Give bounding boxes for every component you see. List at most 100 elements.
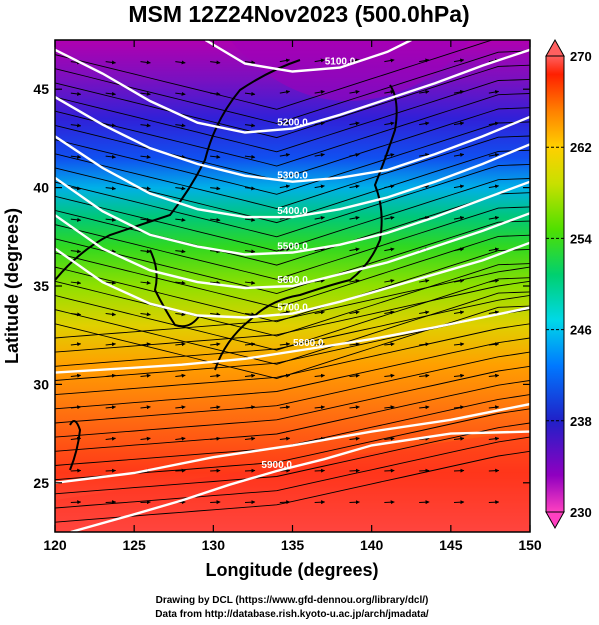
wind-arrow: [488, 278, 500, 283]
wind-arrow: [175, 405, 186, 410]
wind-arrow: [453, 121, 465, 126]
wind-arrow: [488, 121, 500, 126]
wind-arrow: [210, 91, 221, 96]
wind-arrow: [419, 215, 430, 220]
wind-arrow: [210, 249, 221, 254]
wind-arrow: [70, 342, 82, 347]
wind-arrow: [210, 186, 221, 191]
wind-arrow: [244, 91, 256, 96]
wind-arrow: [210, 373, 221, 378]
wind-arrow: [244, 436, 256, 441]
wind-arrow: [244, 154, 256, 159]
wind-arrow: [140, 312, 151, 317]
streamline: [55, 291, 530, 365]
coastline-asia: [55, 59, 301, 281]
wind-arrow: [279, 152, 291, 157]
streamline: [55, 206, 530, 280]
colorbar-tick-label: 254: [570, 231, 592, 246]
chart-title: MSM 12Z24Nov2023 (500.0hPa): [128, 1, 469, 27]
wind-arrow: [175, 342, 186, 347]
contour-label: 5900.0: [261, 460, 292, 471]
streamline: [55, 220, 530, 294]
coastline-taiwan: [69, 420, 82, 471]
streamline: [55, 277, 530, 351]
colorbar-tick-label: 238: [570, 414, 592, 429]
streamline: [55, 163, 530, 238]
wind-arrow: [419, 90, 430, 94]
wind-arrow: [419, 373, 430, 378]
wind-arrow: [210, 217, 221, 222]
wind-arrow: [488, 90, 500, 94]
contour-line: [70, 430, 530, 532]
wind-arrow: [419, 152, 430, 157]
wind-arrow: [384, 405, 395, 410]
x-axis-label: Longitude (degrees): [205, 560, 378, 580]
wind-arrow: [314, 373, 325, 378]
wind-arrow: [453, 90, 465, 94]
wind-arrow: [453, 152, 465, 157]
wind-arrow: [175, 249, 186, 254]
colorbar-tick-label: 230: [570, 505, 592, 520]
wind-arrow: [453, 215, 465, 220]
contour-label: 5200.0: [277, 118, 308, 129]
wind-arrow: [349, 342, 360, 347]
contour-label: 5100.0: [325, 57, 356, 68]
wind-arrow: [314, 215, 325, 220]
wind-arrow: [70, 217, 82, 222]
x-tick-label: 135: [281, 537, 305, 553]
wind-arrow: [384, 342, 395, 347]
wind-arrow: [488, 215, 500, 220]
wind-arrow: [244, 280, 256, 285]
wind-arrow: [70, 123, 82, 128]
wind-arrow: [140, 91, 151, 96]
wind-arrow: [105, 312, 116, 317]
wind-arrow: [384, 310, 395, 315]
coastline-korea: [149, 249, 201, 328]
contour-line: [55, 212, 530, 290]
wind-arrow: [175, 436, 186, 441]
y-tick-label: 40: [33, 180, 49, 196]
wind-arrow: [140, 249, 151, 254]
contour-label: 5700.0: [277, 303, 308, 314]
wind-arrow: [488, 152, 500, 157]
wind-arrow: [453, 342, 465, 347]
wind-arrow: [384, 278, 395, 283]
contour-line: [55, 402, 530, 484]
contour-label: 5400.0: [277, 206, 308, 217]
wind-arrow: [140, 436, 151, 441]
wind-arrow: [140, 186, 151, 191]
wind-arrow: [453, 278, 465, 283]
contour-line: [55, 176, 530, 256]
wind-arrow: [314, 310, 325, 315]
contour-line: [55, 241, 530, 319]
wind-arrow: [314, 121, 325, 126]
wind-arrow: [279, 310, 291, 315]
wind-arrow: [140, 405, 151, 410]
colorbar: 230 238 246 254 262 270: [545, 38, 592, 530]
wind-streamlines: [55, 40, 530, 523]
wind-arrows: [70, 58, 500, 505]
streamline: [55, 436, 530, 509]
contour-line: [55, 96, 530, 183]
wind-arrow: [140, 373, 151, 378]
wind-arrow: [488, 247, 500, 252]
wind-arrow: [314, 436, 325, 441]
colorbar-tick-label: 270: [570, 49, 592, 64]
x-tick-label: 130: [202, 537, 226, 553]
wind-arrow: [419, 310, 430, 315]
wind-arrow: [210, 342, 221, 347]
contour-label: 5800.0: [293, 338, 324, 349]
wind-arrow: [384, 121, 395, 126]
x-tick-label: 150: [518, 537, 542, 553]
height-contours: 5100.0 5200.0 5300.0 5400.0 5500.0 5600.0 5700…: [55, 40, 530, 532]
wind-arrow: [175, 123, 186, 128]
wind-arrow: [314, 58, 325, 63]
wind-arrow: [453, 373, 465, 378]
wind-arrow: [488, 405, 500, 410]
wind-arrow: [384, 58, 395, 63]
wind-arrow: [279, 90, 291, 94]
wind-arrow: [349, 373, 360, 378]
x-tick-label: 120: [43, 537, 67, 553]
wind-arrow: [70, 312, 82, 317]
wind-arrow: [175, 373, 186, 378]
